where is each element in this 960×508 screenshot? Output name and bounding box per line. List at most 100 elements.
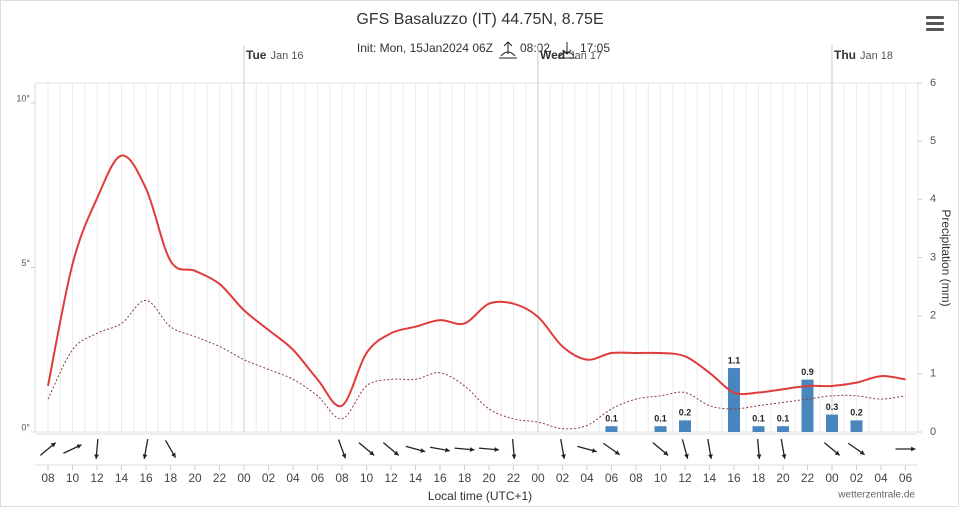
precip-label: 0.2 [679,408,692,418]
day-name: Tue [246,48,267,62]
day-label: Wed Jan 17 [540,48,602,62]
wind-arrow [430,446,450,453]
precip-label: 0.1 [752,414,765,424]
chart-title: GFS Basaluzzo (IT) 44.75N, 8.75E [356,11,603,28]
x-tick-label: 20 [482,471,496,485]
wind-arrow [382,442,400,456]
wind-arrow [847,442,866,456]
x-tick-label: 16 [727,471,741,485]
wind-head [511,454,517,459]
x-tick-label: 18 [458,471,472,485]
wind-head [834,450,840,456]
x-tick-label: 04 [580,471,594,485]
wind-arrow [337,439,347,459]
x-tick-label: 04 [286,471,300,485]
wind-head [684,453,689,459]
y2-tick-label: 3 [930,251,936,263]
x-tick-label: 06 [311,471,325,485]
wind-arrow [478,447,500,452]
wind-head [614,450,620,455]
wind-arrow [94,438,99,460]
precip-bar [654,426,667,432]
y-tick-label: 5° [21,258,30,268]
precip-bar [777,426,789,432]
y2-tick-label: 1 [930,368,936,380]
precip-label: 0.1 [654,414,667,424]
wind-head [341,453,347,459]
wind-arrow [39,442,57,456]
day-name: Thu [834,48,856,62]
precip-bar [850,420,863,432]
wind-arrow [511,438,517,460]
wind-head [911,446,916,452]
y2-axis-label: Precipitation (mm) [939,209,953,306]
wind-head [420,448,426,453]
x-tick-label: 16 [433,471,447,485]
precip-bar [728,368,740,432]
x-tick-label: 12 [384,471,398,485]
wind-head [142,454,148,459]
x-tick-label: 00 [237,471,251,485]
precip-label: 1.1 [728,355,741,365]
x-tick-label: 08 [41,471,55,485]
wind-head [781,454,787,459]
x-tick-label: 16 [139,471,153,485]
sunset-icon [558,42,576,59]
wind-arrow [560,439,566,459]
precip-bar [679,420,691,432]
x-tick-label: 14 [703,471,717,485]
sunrise: 08:02 [520,41,550,55]
x-tick-label: 06 [605,471,619,485]
wind-arrow [895,446,916,452]
wind-head [50,442,56,448]
precip-label: 0.9 [801,367,814,377]
x-tick-label: 12 [90,471,104,485]
x-tick-label: 18 [164,471,178,485]
x-tick-label: 10 [360,471,374,485]
x-tick-label: 20 [776,471,790,485]
sunrise-icon [499,41,517,59]
y2-tick-label: 4 [930,193,936,205]
precip-bar [826,414,838,432]
y2-tick-label: 2 [930,310,936,322]
x-tick-label: 22 [801,471,815,485]
x-tick-label: 02 [556,471,570,485]
wind-head [94,454,99,459]
x-tick-label: 22 [213,471,227,485]
precip-bar [752,426,765,432]
x-tick-label: 08 [335,471,349,485]
wind-arrow [707,439,713,459]
precip-label: 0.3 [826,402,839,412]
y2-tick-label: 6 [930,77,936,89]
wind-arrow [358,442,375,456]
y2-tick-label: 5 [930,135,936,147]
temperature-line [47,154,906,408]
wind-head [469,447,475,452]
x-tick-label: 18 [752,471,766,485]
wind-arrow [756,438,762,460]
menu-button[interactable] [926,16,944,31]
init-label: Init: Mon, 15Jan2024 06Z [357,41,493,55]
wind-arrow [405,445,426,453]
x-tick-label: 14 [115,471,129,485]
x-tick-label: 04 [874,471,888,485]
wind-arrow [681,439,689,459]
wind-head [708,454,713,459]
y2-tick-label: 0 [930,426,936,438]
x-tick-label: 08 [629,471,643,485]
precip-label: 0.1 [777,414,790,424]
day-date: Jan 17 [569,50,602,62]
wind-arrow [780,439,787,459]
wind-arrow [63,444,82,454]
credit: wetterzentrale.de [837,490,915,501]
x-tick-label: 20 [188,471,202,485]
day-date: Jan 16 [270,50,303,62]
y-tick-label: 0° [21,422,30,432]
wind-arrow [142,439,149,459]
wind-arrow [577,445,597,453]
x-tick-label: 00 [531,471,545,485]
precip-label: 0.2 [850,408,863,418]
wind-head [494,447,499,452]
sunset: 17:05 [580,41,610,55]
